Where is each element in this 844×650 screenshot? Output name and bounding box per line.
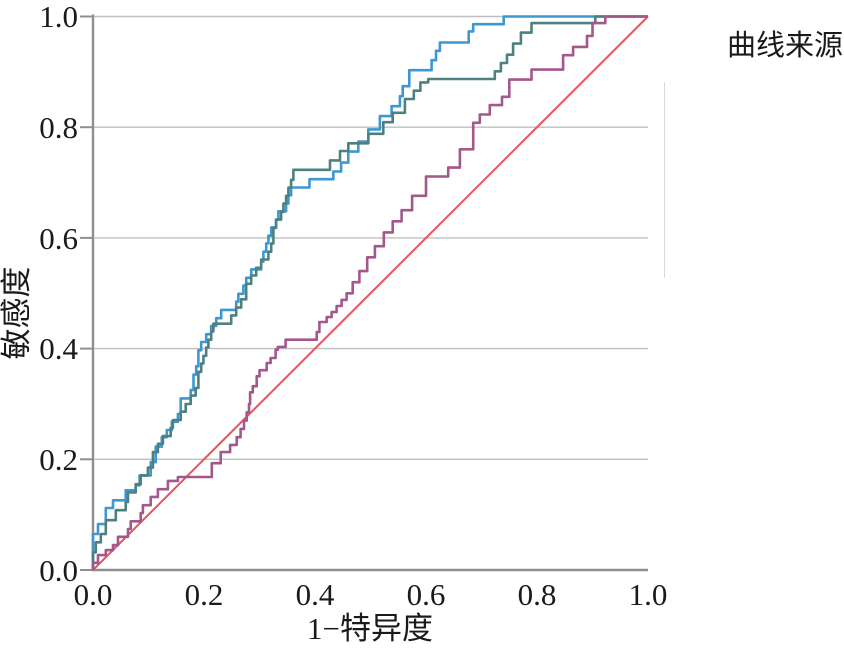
y-tick-label: 0.8 bbox=[39, 110, 78, 145]
x-tick-label: 0.0 bbox=[73, 577, 113, 612]
x-tick-label: 0.6 bbox=[406, 577, 446, 612]
y-axis-title: 敏感度 bbox=[0, 266, 34, 360]
y-tick-label: 0.4 bbox=[39, 331, 78, 366]
y-tick-label: 0.0 bbox=[39, 553, 78, 588]
y-tick-label: 0.2 bbox=[39, 442, 78, 477]
legend-title: 曲线来源 bbox=[727, 30, 844, 62]
y-tick-label: 1.0 bbox=[39, 0, 78, 34]
x-tick-label: 1.0 bbox=[628, 577, 668, 612]
x-tick-label: 0.2 bbox=[184, 577, 224, 612]
x-tick-label: 0.4 bbox=[295, 577, 335, 612]
legend-box: SIRI SII PLR 参考线 bbox=[664, 82, 844, 278]
y-tick-label: 0.6 bbox=[39, 221, 78, 256]
x-axis-title: 1−特异度 bbox=[307, 611, 433, 646]
x-tick-label: 0.8 bbox=[517, 577, 557, 612]
